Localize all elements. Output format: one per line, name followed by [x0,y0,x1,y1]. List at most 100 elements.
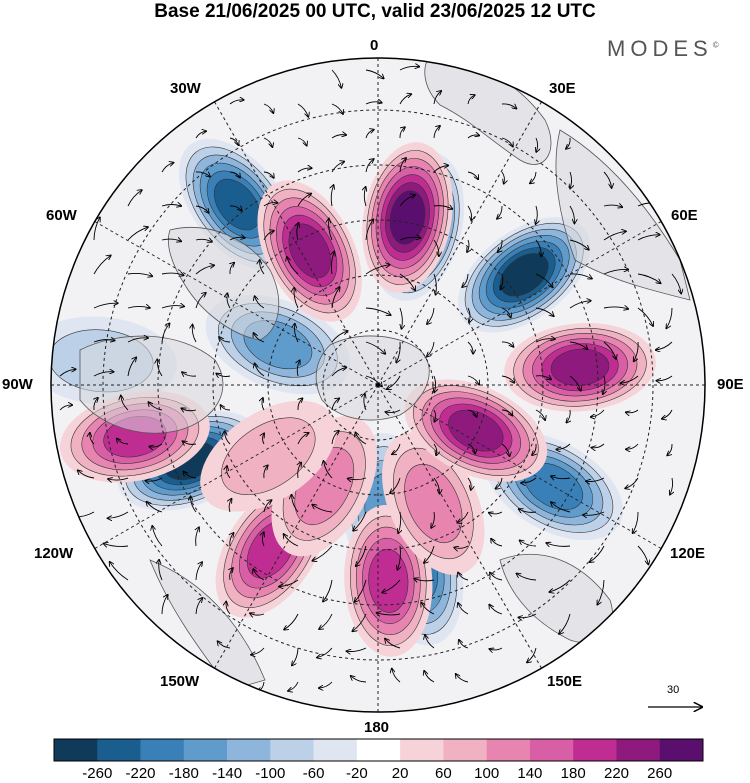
wind-vector [392,443,401,454]
wind-vector [263,171,274,178]
wind-vector [603,171,612,188]
wind-vector [569,301,591,309]
wind-vector [399,94,411,105]
wind-vector [181,408,197,410]
wind-vector [456,674,469,683]
lon-label-180: 180 [364,719,390,736]
wind-vector [392,669,401,683]
wind-vector [312,545,333,561]
colorbar-swatch [443,739,487,761]
wind-vector [566,409,570,423]
wind-vector [517,574,537,581]
wind-vector [656,375,673,381]
wind-vector [662,409,673,419]
wind-vector [147,502,163,513]
wind-vector [297,433,309,445]
wind-vector [586,477,605,481]
wind-vector [297,103,308,117]
wind-vector [356,545,367,566]
wind-vector [331,398,339,411]
wind-vector [117,439,129,445]
wind-vector [195,562,202,581]
meridian-line [94,221,379,386]
meridians [51,58,705,712]
wind-vector [399,237,420,241]
wind-vector [262,398,265,411]
north-pole-dot [376,383,380,387]
colorbar-swatch [400,739,444,761]
colorbar-tick-label: -260 [82,765,113,782]
wind-vector [390,477,401,493]
colorbar [53,738,704,762]
wind-vector [324,461,333,479]
wind-vector [218,641,231,649]
wind-vector [192,325,197,343]
wind-vector [127,273,152,276]
wind-vector [421,603,435,615]
anomaly-contour [389,190,426,245]
wind-vector [433,477,440,494]
wind-vector [263,500,272,513]
wind-vector [221,405,231,411]
wind-vector [386,409,401,413]
wind-vector [229,137,238,145]
wind-vector [501,307,511,318]
wind-vector [161,163,174,173]
wind-vector [229,171,240,178]
colorbar-swatch [54,739,98,761]
wind-vector [467,375,479,385]
wind-vector [637,273,661,283]
wind-vector [603,231,626,241]
wind-vector [551,476,571,479]
wind-vector [569,341,588,349]
wind-vector [626,443,639,449]
wind-vector [365,265,390,275]
colorbar-swatch [616,739,661,761]
wind-vector [634,341,639,361]
wind-vector [195,293,206,309]
wind-vector [225,431,231,445]
siberia-land [555,129,691,301]
wind-vector [331,135,346,139]
wind-vector [279,579,299,587]
wind-vector [459,640,469,649]
wind-vector [184,472,197,479]
colorbar-tick-label: 220 [603,765,630,782]
wind-vector [148,402,163,411]
wind-vector [400,307,402,329]
wind-vector [127,227,148,241]
wind-vector [146,477,163,481]
wind-vector [195,205,209,213]
wind-vector [59,369,76,377]
wind-vector [319,681,333,688]
alaska-land [149,559,266,691]
wind-vector [458,603,469,615]
colorbar-outline [53,738,704,762]
wind-vector [671,273,681,294]
colorbar-tick-label: 180 [560,765,586,782]
anomaly-contour [550,348,610,386]
wind-vector [227,293,231,309]
wind-vector [569,375,581,391]
wind-vector [501,171,504,184]
wind-vector [467,409,477,417]
wind-vector [329,219,333,241]
wind-vector [226,602,231,615]
wind-vector [152,526,163,547]
wind-vector [251,647,265,655]
modes-logo: MODES© [607,36,719,62]
wind-vector [667,443,673,455]
wind-vector [536,205,538,224]
meridian-line [377,384,542,669]
wind-vector [549,579,571,592]
colorbar-tick-label: 20 [391,765,409,782]
wind-vector [331,431,339,445]
wind-vector [491,539,503,547]
colorbar-tick-label: -180 [168,765,199,782]
wind-vector [161,306,184,308]
wind-vector [626,409,639,413]
anomaly-contour [221,417,316,495]
wind-vector [294,324,299,343]
colorbar-swatch [140,739,185,761]
wind-vector [59,405,72,411]
